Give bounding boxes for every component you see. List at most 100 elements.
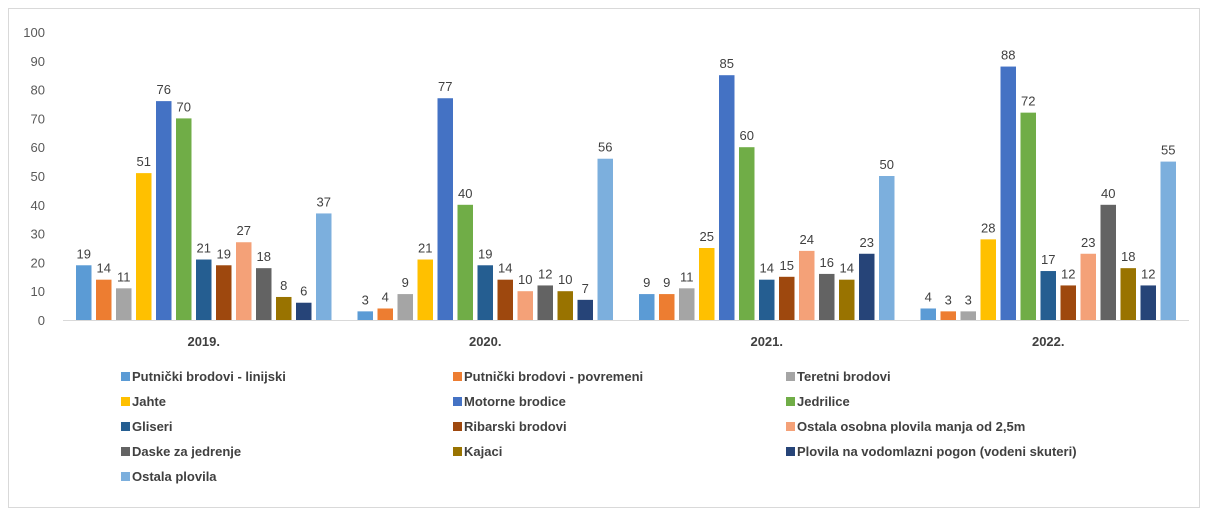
bar [960,311,976,320]
data-label: 27 [237,223,251,238]
legend-label: Jahte [132,394,166,409]
data-label: 19 [77,246,91,261]
data-label: 56 [598,140,612,155]
bar [276,296,292,320]
legend-swatch [786,397,795,406]
bar [156,101,172,321]
bar [719,75,735,320]
bar [597,158,613,320]
bar [1040,271,1056,320]
bar [176,118,192,321]
data-label: 77 [438,79,452,94]
y-tick-label: 20 [31,255,45,270]
bar [1100,204,1116,320]
data-label: 76 [157,82,171,97]
bar [457,204,473,320]
bar [557,291,573,320]
y-tick-label: 40 [31,198,45,213]
data-label: 70 [177,99,191,114]
bar [216,265,232,320]
data-label: 55 [1161,143,1175,158]
y-tick-label: 90 [31,54,45,69]
bar [256,268,272,320]
legend-label: Daske za jedrenje [132,444,241,459]
data-label: 72 [1021,94,1035,109]
data-label: 85 [720,56,734,71]
legend-swatch [453,397,462,406]
data-label: 12 [1141,266,1155,281]
legend-swatch [121,422,130,431]
data-label: 15 [780,258,794,273]
legend-swatch [453,447,462,456]
bar [1020,112,1036,320]
bar [1080,253,1096,320]
data-label: 28 [981,220,995,235]
data-label: 40 [458,186,472,201]
bar [759,279,775,320]
bar [417,259,433,320]
legend-swatch [121,372,130,381]
data-label: 60 [740,128,754,143]
data-label: 40 [1101,186,1115,201]
data-label: 51 [137,154,151,169]
bar [537,285,553,320]
y-tick-label: 0 [38,313,45,328]
bar [437,98,453,321]
bar [839,279,855,320]
bar [76,265,92,320]
data-label: 6 [300,284,307,299]
legend-label: Gliseri [132,419,172,434]
bar [1120,268,1136,320]
bar [1060,285,1076,320]
legend-label: Ostala osobna plovila manja od 2,5m [797,419,1025,434]
data-label: 12 [538,266,552,281]
chart-frame: 0 10 20 30 40 50 60 70 80 90 100 19 14 11 51 76 70 21 19 27… [8,8,1200,508]
data-label: 4 [382,289,389,304]
bar [699,248,715,320]
bar [940,311,956,320]
bar [397,294,413,320]
bar [377,308,393,320]
data-label: 14 [840,261,854,276]
data-label: 24 [800,232,814,247]
bar [357,311,373,320]
x-category-label: 2019. [187,334,220,349]
bar [96,279,112,320]
data-label: 11 [117,269,131,284]
bar [196,259,212,320]
legend-label: Plovila na vodomlazni pogon (vodeni skut… [797,444,1077,459]
data-label: 23 [860,235,874,250]
legend-label: Putnički brodovi - linijski [132,369,286,384]
data-label: 4 [925,289,932,304]
data-label: 10 [558,272,572,287]
bar [779,276,795,320]
data-label: 18 [1121,249,1135,264]
data-label: 88 [1001,48,1015,63]
data-label: 3 [362,292,369,307]
bar [477,265,493,320]
bar [920,308,936,320]
legend-label: Putnički brodovi - povremeni [464,369,643,384]
legend-label: Ostala plovila [132,469,217,484]
data-label: 9 [402,275,409,290]
bar [799,250,815,320]
data-label: 23 [1081,235,1095,250]
data-label: 14 [498,261,512,276]
legend-swatch [786,422,795,431]
legend-swatch [121,447,130,456]
bar [859,253,875,320]
bar [659,294,675,320]
legend-swatch [453,422,462,431]
data-label: 50 [880,157,894,172]
bar [980,239,996,320]
data-label: 19 [217,246,231,261]
y-tick-label: 60 [31,140,45,155]
data-label: 19 [478,246,492,261]
data-label: 17 [1041,252,1055,267]
x-category-label: 2020. [469,334,502,349]
data-label: 7 [582,281,589,296]
legend-swatch [786,447,795,456]
y-tick-label: 30 [31,227,45,242]
bar [1000,66,1016,320]
